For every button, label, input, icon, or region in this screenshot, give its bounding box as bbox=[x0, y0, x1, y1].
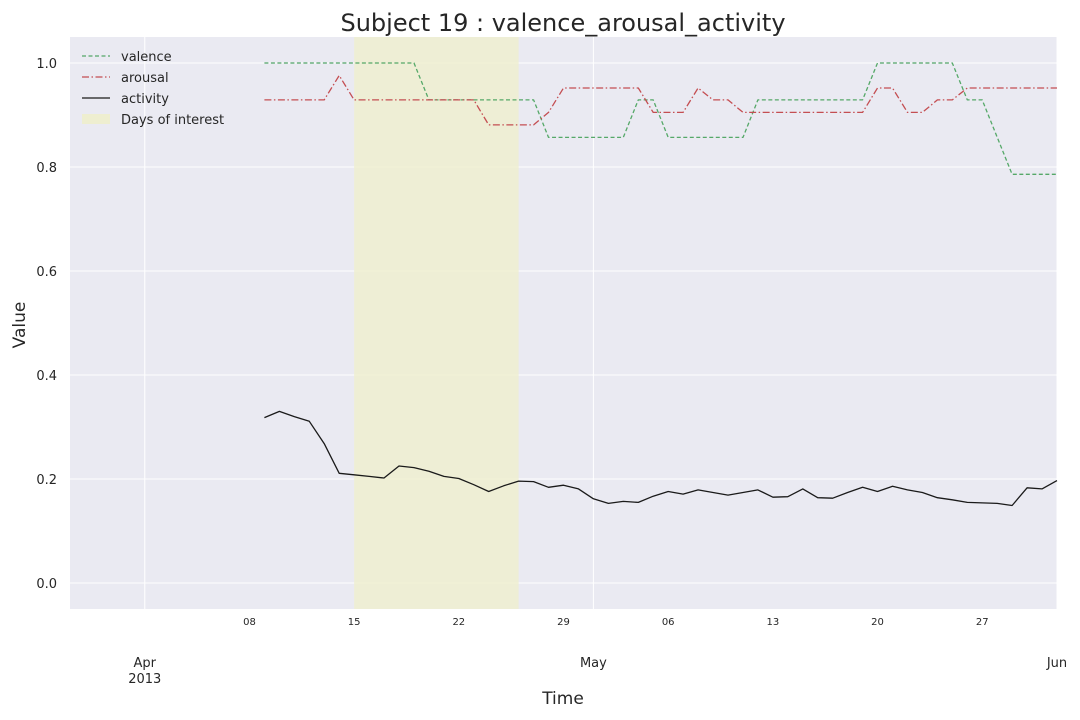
y-axis-label: Value bbox=[10, 302, 30, 349]
y-tick-label: 0.6 bbox=[36, 265, 57, 280]
y-tick-label: 0.2 bbox=[36, 473, 57, 488]
x-major-tick-label: Jun bbox=[1046, 656, 1067, 671]
y-tick-label: 0.4 bbox=[36, 369, 57, 384]
legend-swatch-days-of-interest bbox=[82, 114, 110, 124]
chart-title: Subject 19 : valence_arousal_activity bbox=[340, 9, 785, 37]
grid-lines bbox=[70, 37, 1058, 609]
activity-line bbox=[264, 410, 1058, 507]
days-of-interest-band bbox=[354, 37, 519, 609]
legend: valence arousal activity Days of interest bbox=[82, 50, 224, 128]
x-minor-tick-label: 08 bbox=[243, 617, 256, 628]
x-minor-tick-label: 27 bbox=[976, 617, 989, 628]
x-major-tick-label: May bbox=[580, 656, 607, 671]
plot-area bbox=[70, 37, 1057, 609]
y-tick-label: 0.0 bbox=[36, 577, 57, 592]
y-tick-label: 1.0 bbox=[36, 57, 57, 72]
x-minor-tick-label: 20 bbox=[871, 617, 884, 628]
series-layer bbox=[264, 62, 1058, 507]
legend-label-activity: activity bbox=[121, 92, 169, 107]
y-tick-label: 0.8 bbox=[36, 161, 57, 176]
x-major-tick-sublabel: 2013 bbox=[128, 672, 161, 687]
x-minor-tick-label: 15 bbox=[348, 617, 361, 628]
x-minor-tick-label: 13 bbox=[766, 617, 779, 628]
x-minor-tick-label: 22 bbox=[452, 617, 465, 628]
y-tick-labels: 0.0 0.2 0.4 0.6 0.8 1.0 bbox=[36, 57, 57, 592]
legend-label-valence: valence bbox=[121, 50, 172, 65]
highlight-layer bbox=[354, 37, 519, 609]
x-major-tick-label: Apr bbox=[134, 656, 157, 671]
valence-line bbox=[264, 62, 1057, 175]
x-minor-tick-label: 29 bbox=[557, 617, 570, 628]
x-axis-label: Time bbox=[541, 689, 584, 709]
x-minor-tick-label: 06 bbox=[662, 617, 675, 628]
legend-label-arousal: arousal bbox=[121, 71, 169, 86]
legend-label-days-of-interest: Days of interest bbox=[121, 113, 224, 128]
